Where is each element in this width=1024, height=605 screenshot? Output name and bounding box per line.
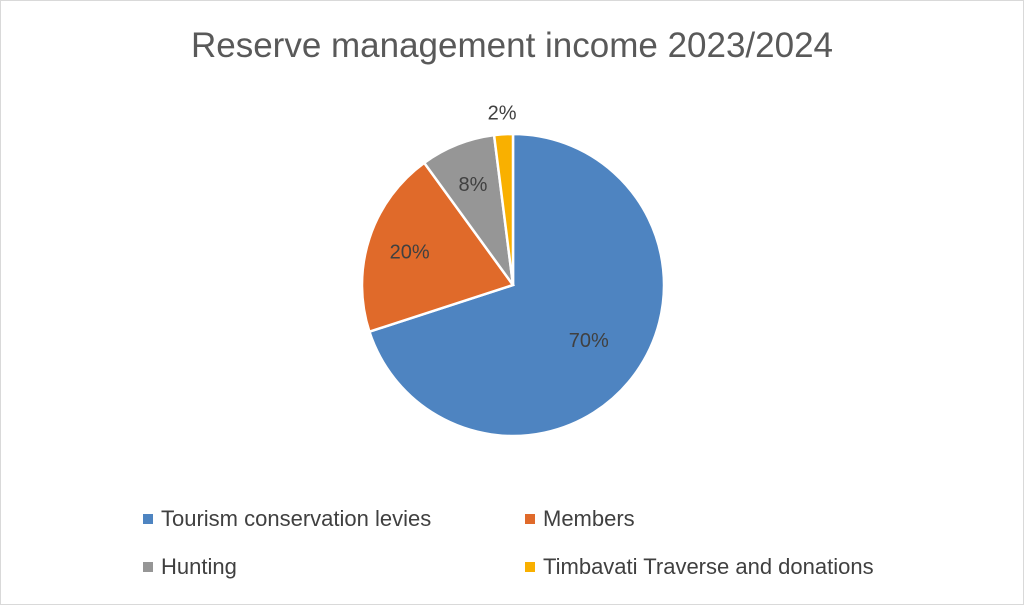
legend-swatch bbox=[525, 562, 535, 572]
legend-item-members: Members bbox=[525, 506, 635, 532]
legend-item-timbavati: Timbavati Traverse and donations bbox=[525, 554, 874, 580]
legend-swatch bbox=[525, 514, 535, 524]
legend-swatch bbox=[143, 514, 153, 524]
legend-label: Members bbox=[543, 506, 635, 531]
pie-slice-4 bbox=[492, 132, 515, 286]
legend-item-tourism: Tourism conservation levies bbox=[143, 506, 431, 532]
legend-swatch bbox=[143, 562, 153, 572]
legend-item-hunting: Hunting bbox=[143, 554, 237, 580]
data-label: 2% bbox=[488, 102, 517, 124]
legend-label: Timbavati Traverse and donations bbox=[543, 554, 874, 579]
data-label: 70% bbox=[569, 330, 609, 352]
chart-title: Reserve management income 2023/2024 bbox=[190, 26, 834, 65]
legend-label: Tourism conservation levies bbox=[161, 506, 432, 531]
pie-slice-1 bbox=[367, 132, 666, 438]
data-label: 8% bbox=[459, 174, 488, 196]
data-label: 20% bbox=[390, 241, 430, 263]
legend-label: Hunting bbox=[161, 554, 237, 579]
pie-slice-2 bbox=[360, 161, 516, 334]
